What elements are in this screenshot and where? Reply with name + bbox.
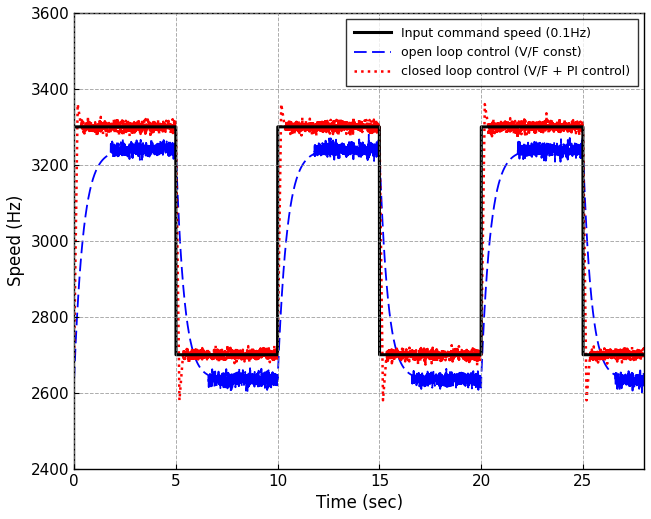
closed loop control (V/F + PI control): [162, 122, 170, 129]
closed loop control (V/F + PI control): [74, 101, 81, 107]
open loop control (V/F const): [640, 382, 648, 388]
Line: closed loop control (V/F + PI control): closed loop control (V/F + PI control): [74, 104, 644, 400]
Line: open loop control (V/F const): open loop control (V/F const): [74, 135, 644, 392]
Input command speed (0.1Hz): [406, 351, 414, 358]
closed loop control (V/F + PI control): [70, 351, 78, 358]
open loop control (V/F const): [638, 389, 646, 395]
Legend: Input command speed (0.1Hz), open loop control (V/F const), closed loop control : Input command speed (0.1Hz), open loop c…: [346, 19, 638, 86]
X-axis label: Time (sec): Time (sec): [316, 494, 403, 512]
Input command speed (0.1Hz): [275, 124, 283, 130]
open loop control (V/F const): [548, 148, 556, 155]
open loop control (V/F const): [70, 376, 78, 383]
Line: Input command speed (0.1Hz): Input command speed (0.1Hz): [74, 127, 644, 354]
Input command speed (0.1Hz): [172, 351, 180, 358]
open loop control (V/F const): [309, 152, 316, 158]
open loop control (V/F const): [128, 145, 136, 152]
closed loop control (V/F + PI control): [549, 120, 557, 127]
closed loop control (V/F + PI control): [275, 294, 283, 301]
Input command speed (0.1Hz): [70, 124, 78, 130]
Input command speed (0.1Hz): [640, 351, 648, 358]
Input command speed (0.1Hz): [128, 124, 136, 130]
Y-axis label: Speed (Hz): Speed (Hz): [7, 195, 25, 286]
Input command speed (0.1Hz): [162, 124, 170, 130]
open loop control (V/F const): [162, 148, 170, 154]
open loop control (V/F const): [275, 359, 283, 365]
closed loop control (V/F + PI control): [407, 353, 415, 360]
closed loop control (V/F + PI control): [379, 397, 387, 403]
closed loop control (V/F + PI control): [640, 351, 648, 358]
open loop control (V/F const): [406, 371, 414, 377]
closed loop control (V/F + PI control): [128, 126, 136, 132]
closed loop control (V/F + PI control): [309, 120, 316, 127]
Input command speed (0.1Hz): [548, 124, 556, 130]
open loop control (V/F const): [365, 132, 372, 138]
Input command speed (0.1Hz): [309, 124, 316, 130]
